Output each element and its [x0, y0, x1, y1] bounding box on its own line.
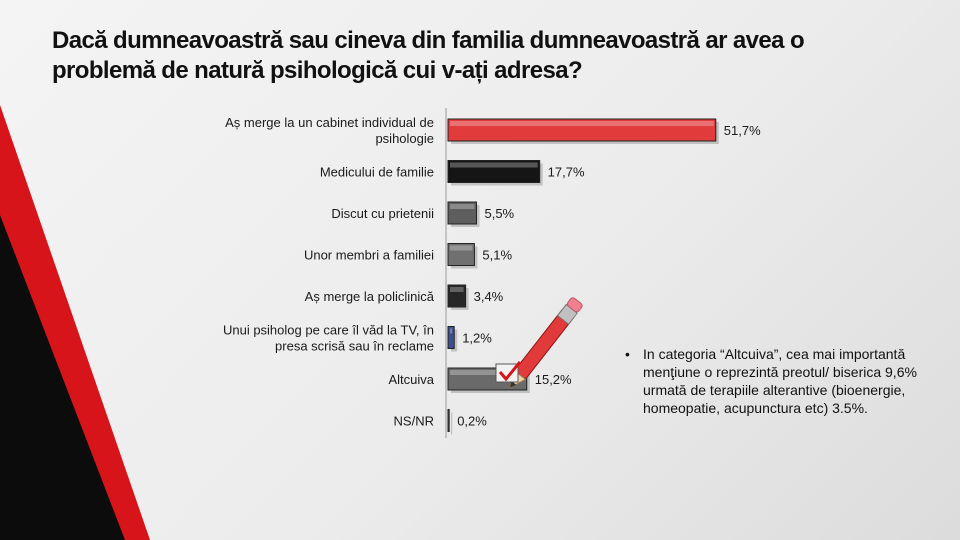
category-label: Altcuiva	[388, 372, 434, 387]
bar-highlight	[450, 328, 453, 334]
value-label: 51,7%	[724, 123, 761, 138]
value-label: 5,5%	[484, 206, 514, 221]
bar	[447, 160, 541, 183]
check-icon	[498, 361, 522, 382]
black-corner-stripe	[0, 215, 125, 540]
bar-highlight	[450, 370, 525, 375]
bar	[447, 118, 717, 142]
note-text: In categoria “Altcuiva”, cea mai importa…	[643, 346, 917, 416]
bar	[447, 243, 475, 266]
value-label: 0,2%	[457, 414, 487, 429]
bar-shadow	[451, 412, 453, 435]
value-label: 1,2%	[462, 331, 492, 346]
bar-highlight	[450, 121, 714, 126]
value-label: 3,4%	[474, 289, 504, 304]
bar	[447, 326, 455, 349]
category-label: Aș merge la un cabinet individual de psih…	[225, 115, 434, 146]
checkbox-icon	[495, 363, 519, 383]
category-label: Unor membri a familiei	[304, 248, 434, 263]
note: • In categoria “Altcuiva”, cea mai impor…	[625, 345, 925, 417]
value-label: 17,7%	[548, 165, 585, 180]
value-label: 5,1%	[482, 248, 512, 263]
category-label: Discut cu prietenii	[331, 206, 434, 221]
bars: Aș merge la un cabinet individual de psih…	[223, 115, 761, 435]
value-label: 15,2%	[535, 372, 572, 387]
bar-highlight	[450, 245, 473, 251]
bar-highlight	[450, 162, 538, 168]
bar	[447, 201, 477, 225]
slide-title: Dacă dumneavoastră sau cineva din famili…	[52, 27, 805, 84]
bar	[447, 409, 450, 432]
bar-highlight	[450, 287, 464, 292]
bar-highlight	[450, 204, 475, 209]
note-bullet: •	[625, 346, 630, 362]
category-label: Unui psiholog pe care îl văd la TV, în pr…	[223, 323, 434, 354]
category-label: NS/NR	[394, 414, 434, 429]
bar	[447, 284, 467, 308]
category-label: Medicului de familie	[320, 165, 434, 180]
category-label: Aș merge la policlinică	[305, 289, 435, 304]
